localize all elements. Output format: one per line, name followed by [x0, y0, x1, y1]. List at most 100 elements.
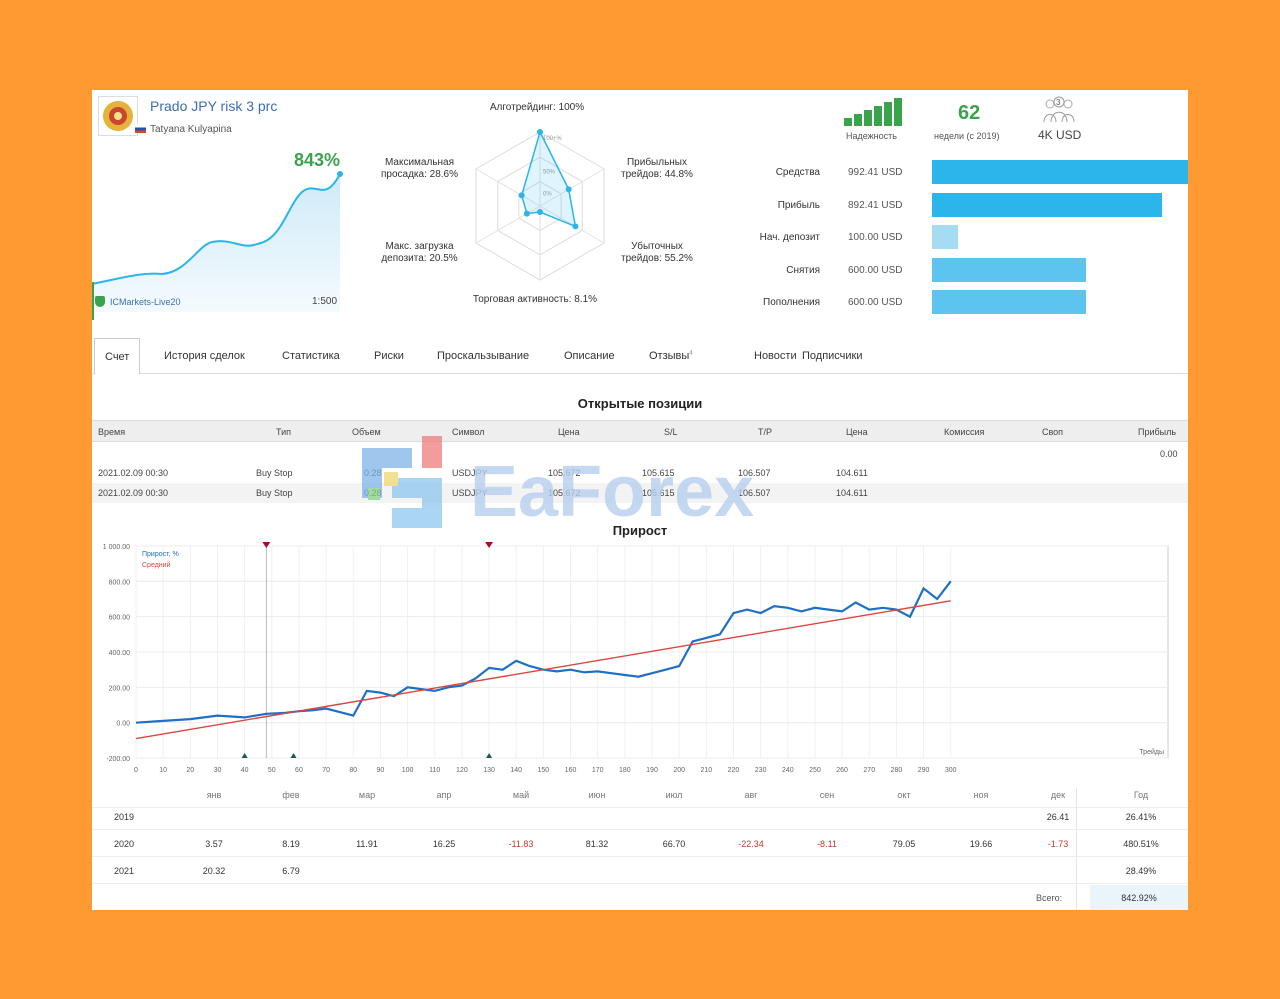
signal-name-link[interactable]: Prado JPY risk 3 prc	[150, 98, 278, 114]
tab-account[interactable]: Счет	[94, 338, 141, 375]
coin-icon	[103, 101, 133, 131]
growth-x-tick-label: 170	[592, 767, 604, 774]
col-tp: T/P	[758, 427, 773, 437]
month-header: дек	[1050, 790, 1066, 800]
month-header: мар	[358, 790, 376, 800]
growth-x-tick-label: 280	[891, 767, 903, 774]
growth-x-tick-label: 270	[863, 767, 875, 774]
stat-value: 892.41 USD	[848, 199, 903, 211]
growth-x-tick-label: 190	[646, 767, 658, 774]
growth-legend-average: Средний	[142, 561, 171, 569]
radar-label-algo: Алготрейдинг: 100%	[489, 102, 585, 113]
growth-x-tick-label: 10	[159, 767, 167, 774]
month-value: 66.70	[662, 839, 686, 849]
stat-bar	[932, 225, 958, 249]
subscribers-icon	[1043, 96, 1075, 123]
month-value: -8.11	[817, 839, 837, 849]
growth-marker-bottom	[486, 753, 493, 758]
russia-flag-icon	[135, 125, 146, 133]
growth-chart-title: Прирост	[612, 523, 668, 538]
growth-x-tick-label: 160	[565, 767, 577, 774]
subscribers-count: 3	[1056, 98, 1061, 107]
position-cell: 105.615	[642, 488, 675, 498]
tab-description[interactable]: Описание	[564, 350, 615, 362]
growth-x-tick-label: 50	[268, 767, 276, 774]
growth-x-tick-label: 300	[945, 767, 957, 774]
growth-x-tick-label: 120	[456, 767, 468, 774]
tab-risks[interactable]: Риски	[374, 350, 404, 362]
growth-x-tick-label: 110	[429, 767, 440, 774]
tab-reviews[interactable]: Отзывы4	[649, 350, 693, 362]
year-total: 480.51%	[1123, 839, 1159, 849]
stat-label: Средства	[775, 167, 820, 178]
radar-label-loss-trades: Убыточных трейдов: 55.2%	[621, 241, 693, 264]
col-symbol: Символ	[452, 427, 485, 437]
growth-x-tick-label: 230	[755, 767, 767, 774]
mini-chart-left-bar	[92, 282, 94, 320]
month-value: -1.73	[1047, 839, 1069, 849]
position-cell: 106.507	[738, 468, 771, 478]
positions-header: Время Тип Объем Символ Цена S/L T/P Цена…	[92, 420, 1188, 442]
month-value: 26.41	[1046, 812, 1070, 822]
radar-chart: 100+% 50% 0%	[475, 129, 605, 281]
radar-point-5	[518, 192, 525, 199]
year-row: 2019 26.41 26.41%	[92, 804, 1188, 830]
radar-point-2	[572, 223, 579, 230]
radar-label-drawdown: Максимальная просадка: 28.6%	[380, 157, 458, 180]
stat-label: Пополнения	[763, 297, 820, 308]
total-profit: 0.00	[1160, 449, 1178, 459]
weeks-value: 62	[958, 102, 981, 124]
position-cell: 106.507	[738, 488, 771, 498]
radar-label-deposit-load: Макс. загрузка депозита: 20.5%	[381, 241, 458, 264]
growth-y-tick-label: 800.00	[109, 579, 131, 586]
radar-axis-1	[539, 168, 605, 207]
tab-subscribers[interactable]: Подписчики	[802, 350, 863, 362]
growth-x-tick-label: 40	[241, 767, 249, 774]
growth-y-tick-label: 1 000.00	[103, 544, 130, 551]
tab-slippage[interactable]: Проскальзывание	[437, 350, 530, 362]
total-label: Всего:	[1036, 893, 1063, 903]
month-value: 3.57	[205, 839, 223, 849]
stat-value: 600.00 USD	[848, 264, 903, 276]
year-label: 2020	[114, 839, 135, 849]
month-header: янв	[206, 790, 222, 800]
col-swap: Своп	[1042, 427, 1064, 437]
position-cell: USDJPY	[452, 488, 488, 498]
month-header: сен	[819, 790, 835, 800]
tab-trade-history[interactable]: История сделок	[164, 350, 245, 362]
year-total: 26.41%	[1125, 812, 1157, 822]
author-link[interactable]: Tatyana Kulyapina	[150, 124, 232, 135]
radar-axis-5	[475, 168, 541, 207]
growth-x-tick-label: 100	[402, 767, 414, 774]
radar-label-activity: Торговая активность: 8.1%	[472, 294, 598, 305]
col-profit: Прибыль	[1138, 427, 1177, 437]
position-cell: Buy Stop	[256, 488, 293, 498]
month-value: 11.91	[356, 839, 378, 849]
stat-value: 100.00 USD	[848, 232, 903, 243]
growth-x-tick-label: 140	[510, 767, 522, 774]
growth-marker-bottom	[290, 753, 297, 758]
growth-x-tick-label: 60	[295, 767, 303, 774]
growth-marker-top	[485, 542, 494, 548]
mini-growth-chart	[92, 171, 343, 312]
growth-x-tick-label: 80	[349, 767, 357, 774]
avatar[interactable]	[98, 96, 138, 136]
year-label: 2021	[114, 866, 135, 876]
tab-statistics[interactable]: Статистика	[282, 350, 340, 362]
month-header: июн	[588, 790, 606, 800]
reliability-bars-icon	[844, 98, 902, 126]
tab-news[interactable]: Новости	[754, 350, 797, 362]
position-cell: 105.615	[642, 468, 675, 478]
mini-growth-endpoint	[337, 171, 343, 177]
growth-legend-growth: Прирост, %	[142, 551, 179, 558]
growth-x-tick-label: 210	[700, 767, 712, 774]
growth-x-tick-label: 220	[728, 767, 740, 774]
leverage-value: 1:500	[312, 296, 338, 307]
position-cell: 105.672	[548, 468, 581, 478]
stat-bar	[932, 290, 1086, 314]
month-value: 20.32	[202, 866, 226, 876]
year-row: 2020 3.57 8.19 11.91 16.25 -11.83 81.32 66.70 -2…	[92, 831, 1188, 857]
radar-ring-label-2: 0%	[543, 192, 552, 198]
monthly-total-row: Всего: 842.92%	[92, 885, 1188, 910]
broker-link[interactable]: ICMarkets-Live20	[110, 297, 181, 307]
